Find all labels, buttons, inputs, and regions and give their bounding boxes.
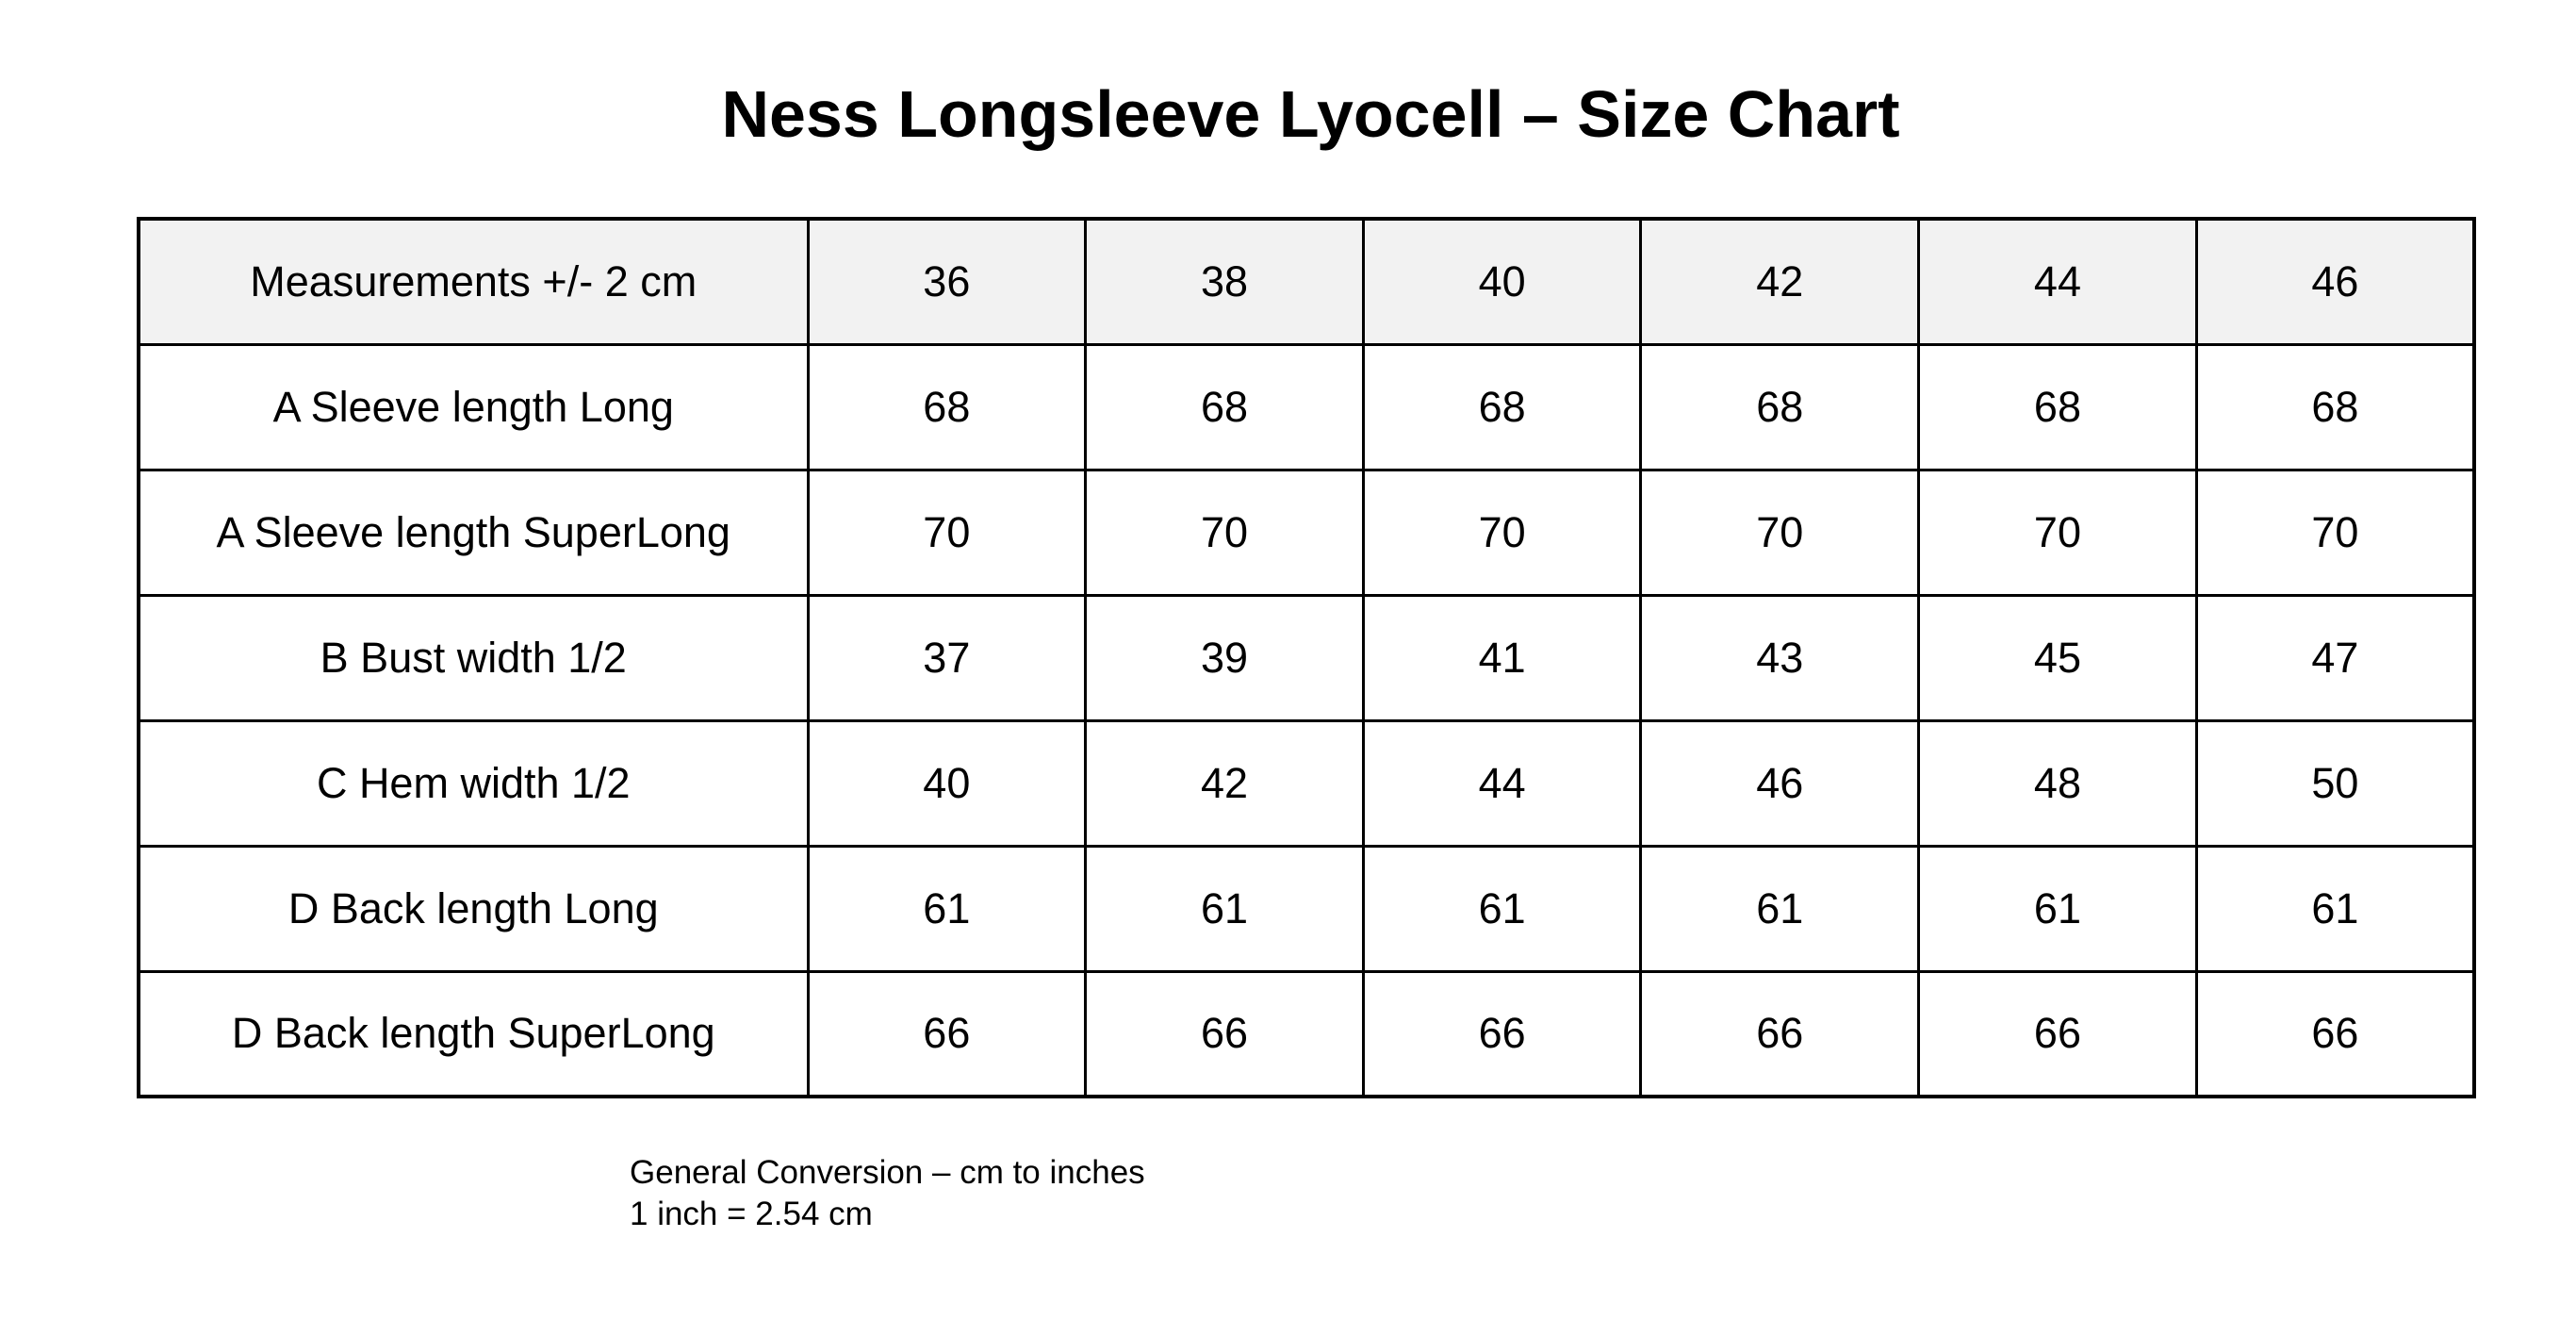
- table-row-sleeve-length-long: A Sleeve length Long 68 68 68 68 68 68: [137, 342, 2476, 471]
- measurement-value-cell: 41: [1361, 593, 1643, 722]
- conversion-note: General Conversion – cm to inches 1 inch…: [630, 1152, 1145, 1235]
- measurement-value-cell: 68: [1084, 342, 1365, 471]
- measurement-label: C Hem width 1/2: [137, 718, 810, 848]
- measurement-value-cell: 50: [2194, 718, 2476, 848]
- measurement-label: D Back length Long: [137, 844, 810, 973]
- measurement-label: A Sleeve length SuperLong: [137, 468, 810, 597]
- measurement-value-cell: 46: [1639, 718, 1921, 848]
- measurement-value-cell: 70: [1361, 468, 1643, 597]
- measurement-value-cell: 68: [1639, 342, 1921, 471]
- conversion-note-line1: General Conversion – cm to inches: [630, 1154, 1145, 1191]
- measurement-value-cell: 61: [1361, 844, 1643, 973]
- measurement-value-cell: 70: [1084, 468, 1365, 597]
- conversion-note-line2: 1 inch = 2.54 cm: [630, 1196, 873, 1232]
- measurement-value-cell: 68: [806, 342, 1088, 471]
- measurement-value-cell: 48: [1917, 718, 2198, 848]
- measurement-value-cell: 61: [1917, 844, 2198, 973]
- measurement-value-cell: 66: [1639, 969, 1921, 1098]
- size-header-36: 36: [806, 217, 1088, 346]
- size-header-46: 46: [2194, 217, 2476, 346]
- measurement-value-cell: 68: [2194, 342, 2476, 471]
- measurement-value-cell: 40: [806, 718, 1088, 848]
- measurement-value-cell: 61: [806, 844, 1088, 973]
- table-row-sleeve-length-superlong: A Sleeve length SuperLong 70 70 70 70 70…: [137, 468, 2476, 597]
- measurement-value-cell: 66: [806, 969, 1088, 1098]
- measurement-value-cell: 68: [1361, 342, 1643, 471]
- measurement-value-cell: 61: [1639, 844, 1921, 973]
- measurement-value-cell: 61: [1084, 844, 1365, 973]
- size-chart-table: Measurements +/- 2 cm 36 38 40 42 44 46 …: [137, 217, 2476, 1098]
- table-row-hem-width: C Hem width 1/2 40 42 44 46 48 50: [137, 718, 2476, 848]
- measurement-label: A Sleeve length Long: [137, 342, 810, 471]
- size-header-38: 38: [1084, 217, 1365, 346]
- page-title: Ness Longsleeve Lyocell – Size Chart: [721, 77, 1900, 151]
- table-header-row: Measurements +/- 2 cm 36 38 40 42 44 46: [137, 217, 2476, 346]
- measurement-value-cell: 44: [1361, 718, 1643, 848]
- measurements-header-cell: Measurements +/- 2 cm: [137, 217, 810, 346]
- measurement-value-cell: 68: [1917, 342, 2198, 471]
- measurement-value-cell: 70: [1917, 468, 2198, 597]
- measurement-value-cell: 66: [1361, 969, 1643, 1098]
- measurement-value-cell: 66: [1084, 969, 1365, 1098]
- table-row-back-length-superlong: D Back length SuperLong 66 66 66 66 66 6…: [137, 969, 2476, 1098]
- size-header-42: 42: [1639, 217, 1921, 346]
- measurement-value-cell: 43: [1639, 593, 1921, 722]
- measurement-value-cell: 42: [1084, 718, 1365, 848]
- size-header-40: 40: [1361, 217, 1643, 346]
- measurement-value-cell: 61: [2194, 844, 2476, 973]
- table-row-back-length-long: D Back length Long 61 61 61 61 61 61: [137, 844, 2476, 973]
- measurement-value-cell: 37: [806, 593, 1088, 722]
- measurement-label: D Back length SuperLong: [137, 969, 810, 1098]
- measurement-value-cell: 66: [1917, 969, 2198, 1098]
- measurement-value-cell: 39: [1084, 593, 1365, 722]
- measurement-label: B Bust width 1/2: [137, 593, 810, 722]
- measurement-value-cell: 66: [2194, 969, 2476, 1098]
- size-header-44: 44: [1917, 217, 2198, 346]
- measurement-value-cell: 70: [1639, 468, 1921, 597]
- measurement-value-cell: 45: [1917, 593, 2198, 722]
- measurement-value-cell: 70: [2194, 468, 2476, 597]
- table-row-bust-width: B Bust width 1/2 37 39 41 43 45 47: [137, 593, 2476, 722]
- measurement-value-cell: 47: [2194, 593, 2476, 722]
- measurement-value-cell: 70: [806, 468, 1088, 597]
